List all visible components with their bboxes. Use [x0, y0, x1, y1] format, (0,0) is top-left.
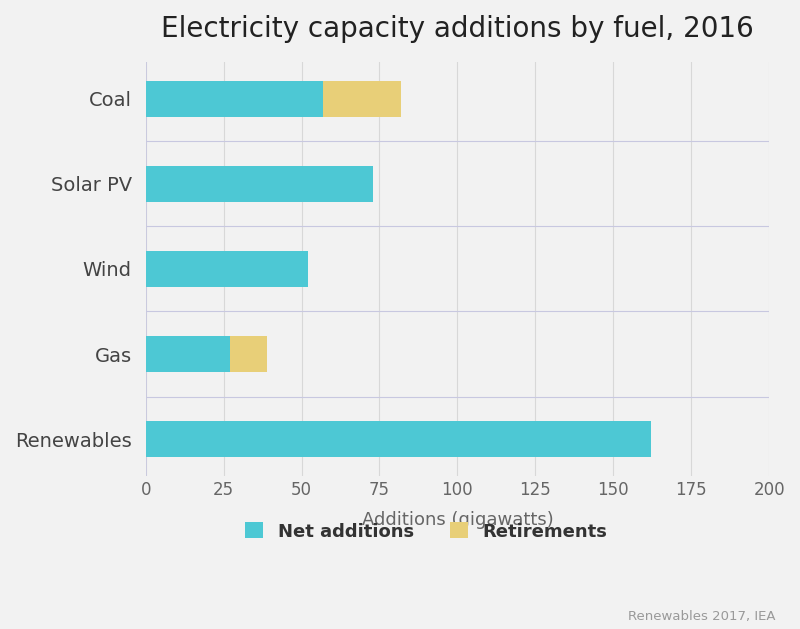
Bar [146, 421, 650, 457]
Bar [146, 336, 230, 372]
Bar [146, 166, 374, 202]
Legend: Net additions, Retirements: Net additions, Retirements [236, 513, 616, 550]
Bar [146, 251, 308, 287]
Title: Electricity capacity additions by fuel, 2016: Electricity capacity additions by fuel, … [161, 15, 754, 43]
X-axis label: Additions (gigawatts): Additions (gigawatts) [362, 511, 554, 528]
Text: Renewables 2017, IEA: Renewables 2017, IEA [629, 610, 776, 623]
Bar [230, 336, 267, 372]
Bar [323, 81, 402, 116]
Bar [146, 81, 323, 116]
